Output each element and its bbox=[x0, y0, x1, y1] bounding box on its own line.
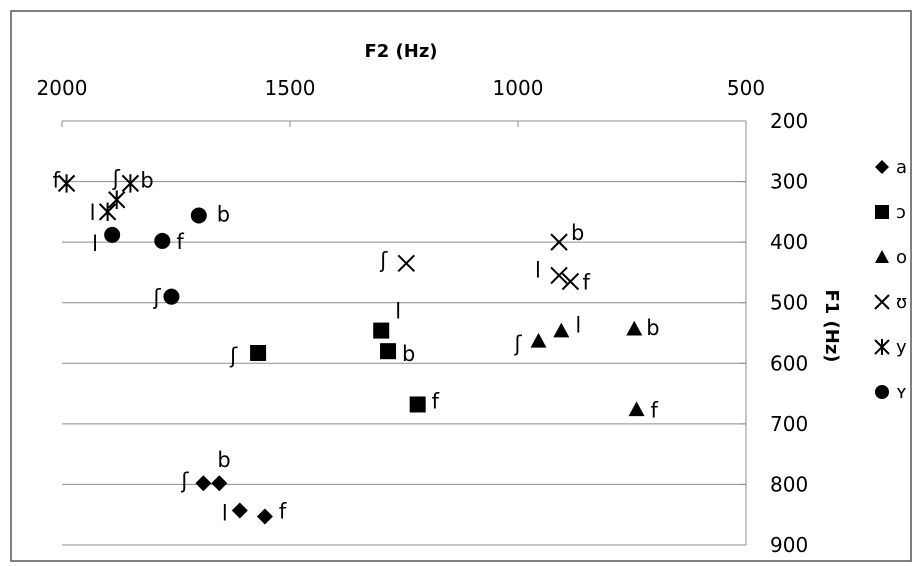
legend-marker bbox=[874, 294, 890, 310]
data-point bbox=[190, 207, 207, 224]
point-label: l bbox=[222, 501, 228, 525]
point-label: l bbox=[395, 300, 401, 324]
data-point bbox=[626, 320, 643, 336]
y-axis-title: F1 (Hz) bbox=[821, 289, 842, 362]
legend-label: ʊ bbox=[896, 292, 907, 313]
y-tick-label: 300 bbox=[770, 170, 808, 194]
point-label: ʃ bbox=[180, 469, 189, 493]
point-label: ʃ bbox=[229, 344, 238, 368]
axis-layer: 200 300 400 500 600 700 800 900 2000 1500 1000 500 bbox=[37, 76, 809, 557]
chart-frame bbox=[10, 10, 912, 562]
x-tick-label: 2000 bbox=[37, 76, 88, 100]
point-label: f bbox=[582, 271, 590, 295]
point-label: f bbox=[651, 398, 659, 422]
series-o: ʃ l b f bbox=[514, 314, 660, 423]
data-point bbox=[104, 226, 121, 243]
legend-item: a bbox=[875, 157, 907, 178]
legend-item: ɔ bbox=[875, 202, 906, 223]
data-point bbox=[121, 174, 140, 193]
y-tick-label: 700 bbox=[770, 412, 808, 436]
data-point bbox=[550, 233, 568, 251]
point-label: l bbox=[575, 314, 581, 338]
y-tick-label: 200 bbox=[770, 109, 808, 133]
point-label: b bbox=[646, 316, 659, 340]
legend-marker bbox=[875, 250, 889, 263]
data-point bbox=[561, 272, 580, 291]
point-label: l bbox=[535, 258, 541, 282]
legend-item: ʊ bbox=[874, 292, 907, 313]
grid-layer bbox=[62, 120, 746, 546]
legend-item: o bbox=[875, 247, 907, 268]
y-tick-label: 400 bbox=[770, 230, 808, 254]
data-point bbox=[98, 202, 117, 222]
legend-marker bbox=[875, 385, 889, 399]
series-ɔ: ʃ lbf bbox=[229, 300, 440, 414]
x-tick-label: 1500 bbox=[265, 76, 316, 100]
data-point bbox=[163, 288, 180, 305]
data-point bbox=[154, 232, 171, 249]
x-axis-title: F2 (Hz) bbox=[364, 41, 437, 62]
data-point bbox=[380, 343, 397, 360]
series-a: ʃ b l f bbox=[180, 448, 287, 525]
legend-item: y bbox=[874, 337, 907, 358]
series-ʊ: ʃ b l f bbox=[379, 221, 590, 294]
point-label: ʃ bbox=[514, 332, 523, 356]
legend-item: ʏ bbox=[875, 382, 907, 403]
legend-label: y bbox=[896, 337, 907, 358]
data-point bbox=[530, 332, 547, 348]
point-label: l bbox=[90, 201, 96, 225]
point-label: b bbox=[571, 221, 584, 245]
point-label: b bbox=[140, 168, 153, 192]
data-point bbox=[550, 266, 568, 285]
y-tick-label: 600 bbox=[770, 351, 808, 375]
series-ʏ: b l f ʃ bbox=[92, 202, 230, 309]
point-label: f bbox=[432, 389, 440, 413]
legend-label: ɔ bbox=[896, 202, 906, 223]
x-tick-label: 1000 bbox=[493, 76, 544, 100]
data-point bbox=[397, 254, 415, 273]
x-tick-label: 500 bbox=[727, 76, 765, 100]
point-label: l bbox=[92, 232, 98, 256]
legend-label: o bbox=[896, 247, 907, 268]
legend-marker bbox=[874, 338, 890, 356]
point-label: f bbox=[279, 500, 287, 524]
data-point bbox=[256, 508, 273, 525]
data-point bbox=[211, 475, 228, 492]
point-label: ʃ bbox=[152, 286, 161, 310]
data-point bbox=[231, 502, 248, 519]
y-tick-label: 800 bbox=[770, 472, 808, 496]
point-label: ʃ bbox=[379, 248, 388, 272]
data-point bbox=[195, 475, 212, 492]
legend-marker bbox=[875, 205, 889, 219]
data-point bbox=[373, 322, 390, 339]
y-tick-label: 500 bbox=[770, 291, 808, 315]
legend-label: a bbox=[896, 157, 907, 178]
point-label: ʃ bbox=[112, 167, 121, 191]
data-point bbox=[250, 344, 267, 361]
point-label: f bbox=[53, 168, 61, 192]
legend-marker bbox=[875, 160, 889, 174]
point-label: f bbox=[176, 230, 184, 254]
data-point bbox=[553, 322, 570, 338]
legend-label: ʏ bbox=[896, 382, 907, 403]
series-y: f ʃ b l bbox=[53, 167, 154, 225]
point-label: b bbox=[217, 448, 230, 472]
legend: a ɔ o ʊ y ʏ bbox=[874, 157, 907, 403]
data-point bbox=[628, 401, 645, 417]
point-label: b bbox=[217, 202, 230, 226]
y-tick-label: 900 bbox=[770, 533, 808, 557]
data-point bbox=[57, 174, 76, 193]
point-label: b bbox=[402, 342, 415, 366]
data-point bbox=[409, 396, 426, 413]
data-point bbox=[108, 190, 126, 209]
